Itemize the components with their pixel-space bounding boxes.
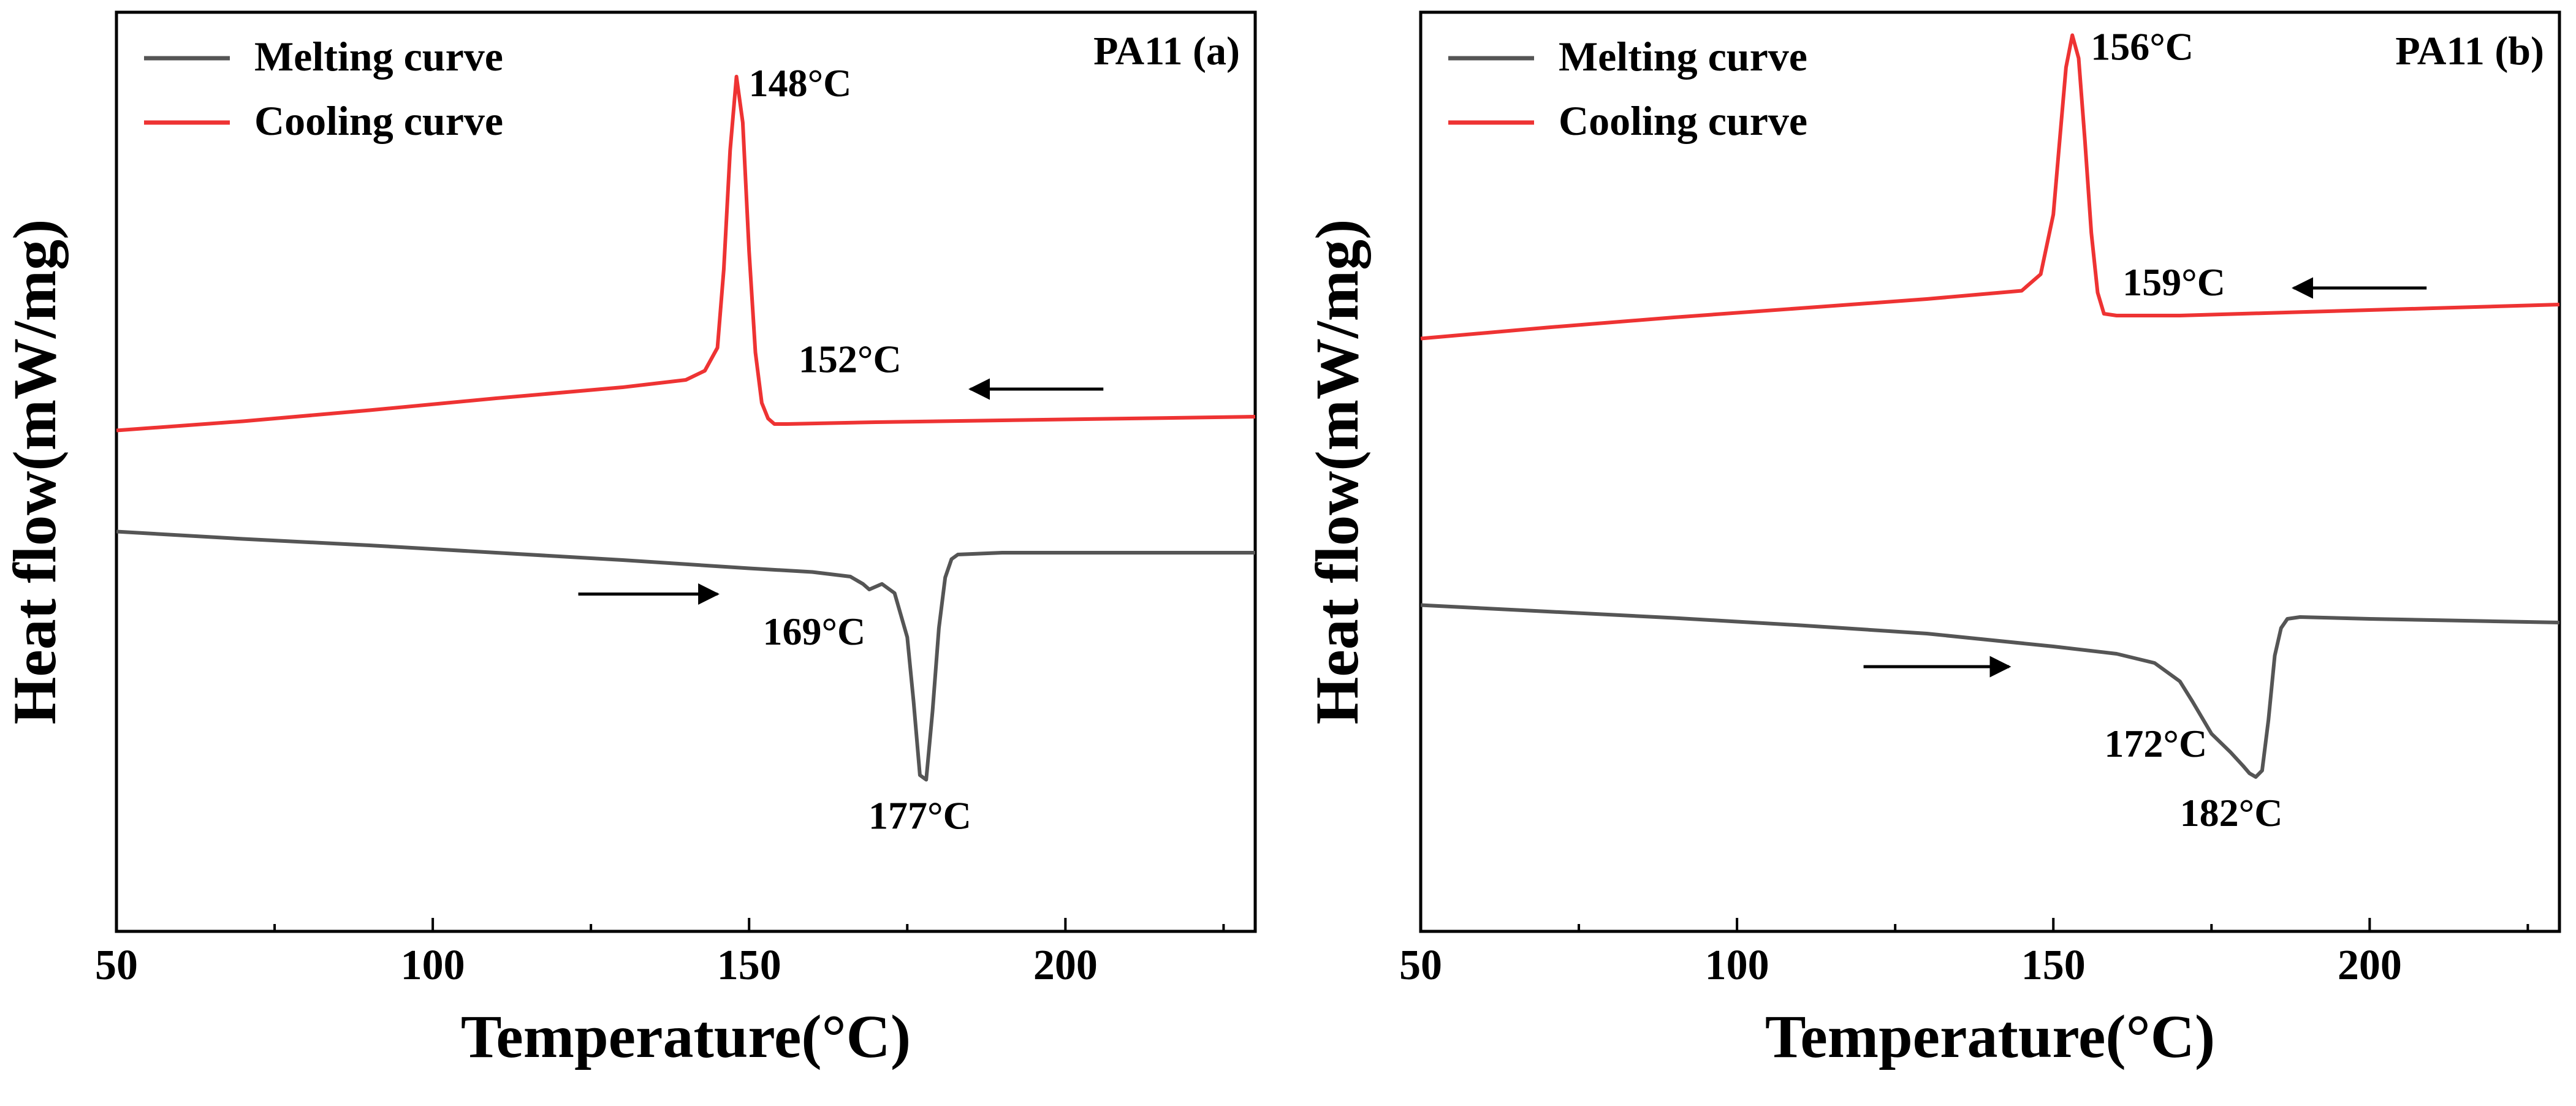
cooling-curve-line xyxy=(1420,33,2560,341)
melting-curve-line xyxy=(116,529,1255,782)
x-tick-label: 50 xyxy=(95,942,138,989)
peak-annotation: 177°C xyxy=(868,794,971,838)
legend-label-cooling: Cooling curve xyxy=(1559,97,1807,144)
panel-b: 50 100 150 200 Temperature(°C) Heat flow(mW/m… xyxy=(1303,10,2561,1070)
peak-annotation: 159°C xyxy=(2122,260,2225,304)
legend-label-melting: Melting curve xyxy=(254,33,503,80)
panel-label: PA11 (a) xyxy=(1093,29,1240,74)
x-tick-label: 100 xyxy=(1705,942,1769,989)
melting-curve-line xyxy=(1420,603,2560,779)
peak-annotation: 156°C xyxy=(2091,25,2194,69)
x-axis-label: Temperature(°C) xyxy=(461,1002,911,1070)
x-tick-label: 100 xyxy=(401,942,465,989)
peak-annotation: 148°C xyxy=(749,61,852,105)
plot-frame xyxy=(115,10,1257,933)
x-axis-label: Temperature(°C) xyxy=(1765,1002,2215,1070)
peak-annotation: 182°C xyxy=(2180,791,2283,835)
legend-label-cooling: Cooling curve xyxy=(254,97,503,144)
cooling-curve-line xyxy=(116,75,1256,433)
panel-a: 50 100 150 200 Temperature(°C) Heat flow(mW/m… xyxy=(1,10,1257,1070)
peak-annotation: 169°C xyxy=(762,610,865,653)
peak-annotation: 152°C xyxy=(799,338,902,381)
x-tick-label: 50 xyxy=(1399,942,1442,989)
y-axis-label: Heat flow(mW/mg) xyxy=(1,219,69,725)
x-tick-label: 200 xyxy=(1033,942,1098,989)
panel-label: PA11 (b) xyxy=(2395,29,2544,74)
plot-frame xyxy=(1419,10,2561,933)
peak-annotation: 172°C xyxy=(2104,722,2207,765)
y-axis-label: Heat flow(mW/mg) xyxy=(1303,219,1371,725)
x-tick-label: 200 xyxy=(2338,942,2402,989)
x-tick-label: 150 xyxy=(2021,942,2086,989)
x-tick-label: 150 xyxy=(717,942,781,989)
legend-label-melting: Melting curve xyxy=(1559,33,1807,80)
